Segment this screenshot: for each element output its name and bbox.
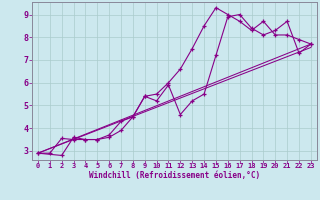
X-axis label: Windchill (Refroidissement éolien,°C): Windchill (Refroidissement éolien,°C) <box>89 171 260 180</box>
